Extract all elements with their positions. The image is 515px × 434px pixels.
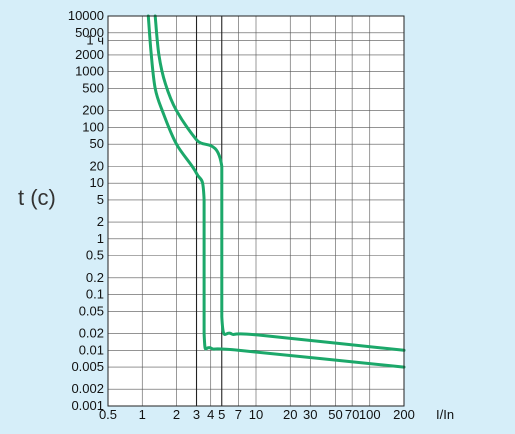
y-tick-label: 0.005 xyxy=(71,359,104,374)
y-tick-label: 2 xyxy=(97,214,104,229)
y-tick-label: 50 xyxy=(90,136,104,151)
y-tick-label: 0.2 xyxy=(86,270,104,285)
y-tick-label: 200 xyxy=(82,103,104,118)
x-tick-label: 200 xyxy=(393,407,415,422)
x-tick-label: 2 xyxy=(173,407,180,422)
y-tick-label: 5000 xyxy=(75,25,104,40)
y-tick-label: 0.01 xyxy=(79,342,104,357)
x-tick-label: 100 xyxy=(359,407,381,422)
x-axis-title: I/In xyxy=(436,407,454,422)
y-tick-label: 1 xyxy=(97,231,104,246)
y-tick-label: 0.02 xyxy=(79,326,104,341)
x-tick-label: 4 xyxy=(207,407,214,422)
x-tick-label: 5 xyxy=(218,407,225,422)
y-tick-label: 10 xyxy=(90,175,104,190)
x-tick-labels: 0.5 1 2 3 4 5 7 10 20 30 50 70 100 200 xyxy=(99,407,415,422)
x-tick-label: 70 xyxy=(345,407,359,422)
x-tick-label: 50 xyxy=(328,407,342,422)
x-tick-label: 20 xyxy=(283,407,297,422)
y-tick-label: 100 xyxy=(82,119,104,134)
y-tick-label: 0.05 xyxy=(79,303,104,318)
y-tick-label: 0.5 xyxy=(86,248,104,263)
y-tick-label: 0.1 xyxy=(86,287,104,302)
x-tick-label: 7 xyxy=(235,407,242,422)
y-tick-label: 0.002 xyxy=(71,381,104,396)
trip-curve-lower xyxy=(146,14,406,369)
x-tick-label: 10 xyxy=(249,407,263,422)
y-tick-label: 20 xyxy=(90,158,104,173)
y-tick-label: 5 xyxy=(97,192,104,207)
y-tick-label: 10000 xyxy=(68,8,104,23)
x-tick-label: 3 xyxy=(193,407,200,422)
x-tick-label: 1 xyxy=(139,407,146,422)
y-tick-label: 500 xyxy=(82,80,104,95)
curves xyxy=(146,14,406,369)
y-axis-title: t (c) xyxy=(18,185,56,210)
trip-curve-upper xyxy=(153,14,406,352)
y-tick-label: 2000 xyxy=(75,47,104,62)
plot-frame xyxy=(107,15,405,407)
x-tick-label: 0.5 xyxy=(99,407,117,422)
y-tick-label: 0.001 xyxy=(71,398,104,413)
x-tick-label: 30 xyxy=(303,407,317,422)
y-tick-label: 1000 xyxy=(75,64,104,79)
y-tick-label: 1 ч xyxy=(86,33,104,48)
